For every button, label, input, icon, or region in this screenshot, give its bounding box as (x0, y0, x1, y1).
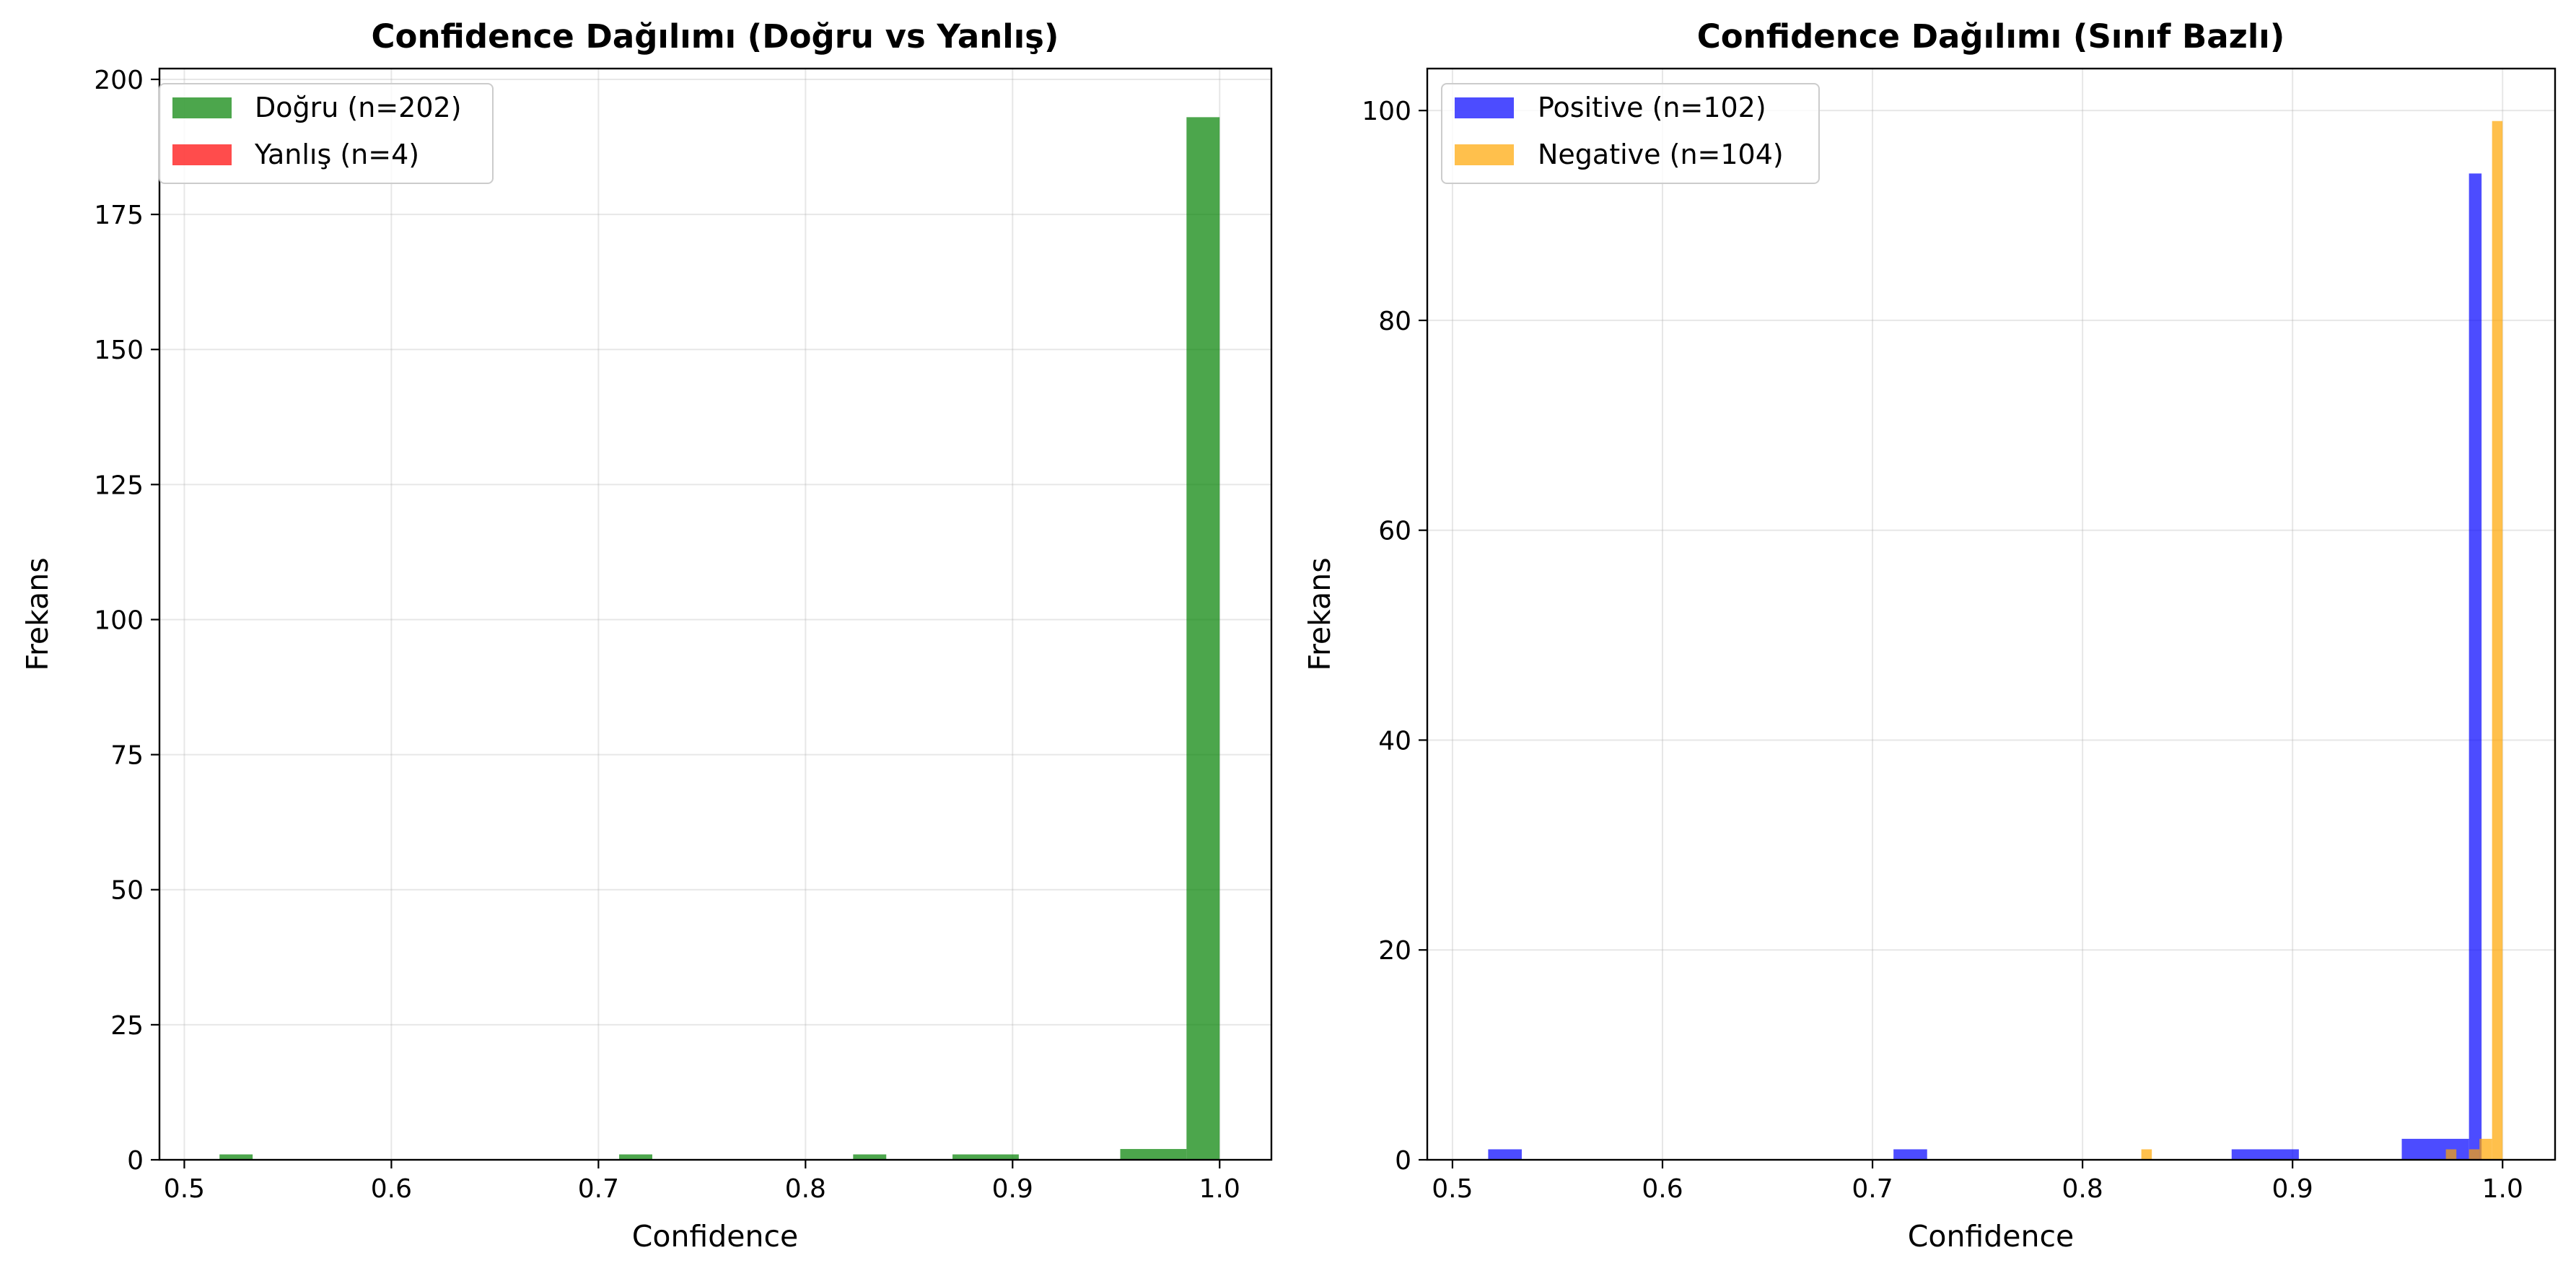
left-chart-title: Confidence Dağılımı (Doğru vs Yanlış) (372, 17, 1059, 56)
right-x-tick-label: 0.7 (1852, 1174, 1893, 1204)
right-legend-label-negative: Negative (n=104) (1538, 139, 1784, 170)
left-y-tick-label: 0 (127, 1146, 144, 1176)
right-y-axis-label: Frekans (1302, 557, 1337, 670)
right-bar-negative (2468, 1149, 2480, 1160)
right-legend-box (1441, 83, 1820, 184)
left-axes-frame (158, 67, 1273, 1161)
left-x-tick-label: 0.7 (578, 1174, 619, 1204)
right-x-tick-label: 0.6 (1642, 1174, 1683, 1204)
right-y-tick-label: 60 (1378, 517, 1411, 546)
right-legend-swatch-positive (1455, 97, 1514, 118)
left-legend-swatch-yanlış (172, 144, 232, 165)
left-grid (159, 69, 1271, 1161)
left-y-tick-label: 25 (110, 1011, 144, 1041)
left-bar-doğru (219, 1154, 253, 1160)
right-y-tick-label: 100 (1362, 97, 1411, 126)
left-y-tick-label: 75 (110, 741, 144, 771)
right-legend: Positive (n=102) Negative (n=104) (1441, 83, 1820, 184)
right-x-tick-label: 0.5 (1432, 1174, 1473, 1204)
left-x-tick-label: 0.6 (371, 1174, 412, 1204)
left-x-tick-label: 1.0 (1199, 1174, 1240, 1204)
right-bar-negative (2479, 1138, 2492, 1160)
left-y-ticks: 0 25 50 75 100 125 150 175 200 (94, 66, 159, 1176)
left-bar-doğru (1120, 1149, 1187, 1160)
right-bar-negative (2141, 1149, 2152, 1160)
right-legend-swatch-negative (1455, 144, 1514, 165)
left-x-tick-label: 0.8 (785, 1174, 826, 1204)
left-bars (219, 117, 1220, 1160)
left-x-ticks: 0.5 0.6 0.7 0.8 0.9 1.0 (164, 1160, 1240, 1204)
left-y-tick-label: 125 (94, 471, 144, 500)
right-y-tick-label: 0 (1395, 1146, 1411, 1176)
chart-doğru-vs-yanlış: 0.5 0.6 0.7 0.8 0.9 1.0 0 25 50 75 100 125 150 175 20… (20, 17, 1273, 1254)
left-legend-swatch-doğru (172, 97, 232, 118)
right-bar-positive (1893, 1149, 1927, 1160)
right-bar-positive (2401, 1138, 2469, 1160)
left-y-tick-label: 200 (94, 66, 144, 95)
right-x-tick-label: 1.0 (2482, 1174, 2523, 1204)
chart-sınıf-bazlı: 0.5 0.6 0.7 0.8 0.9 1.0 0 20 40 60 80 100 Confiden… (1302, 17, 2557, 1254)
left-legend: Doğru (n=202) Yanlış (n=4) (159, 83, 494, 184)
left-y-tick-label: 50 (110, 876, 144, 906)
right-bar-positive (1488, 1149, 1522, 1160)
right-bar-positive (2468, 173, 2482, 1160)
right-x-ticks: 0.5 0.6 0.7 0.8 0.9 1.0 (1432, 1160, 2523, 1204)
left-legend-label-doğru: Doğru (n=202) (255, 92, 462, 123)
left-y-tick-label: 100 (94, 606, 144, 635)
left-bar-doğru (1186, 117, 1220, 1160)
right-axes-frame (1426, 67, 2557, 1161)
right-chart-title: Confidence Dağılımı (Sınıf Bazlı) (1697, 17, 2285, 56)
left-x-axis-label: Confidence (632, 1219, 799, 1254)
left-y-tick-label: 175 (94, 201, 144, 230)
right-grid (1427, 69, 2555, 1161)
left-x-tick-label: 0.5 (164, 1174, 205, 1204)
right-y-tick-label: 20 (1378, 936, 1411, 966)
right-y-ticks: 0 20 40 60 80 100 (1362, 97, 1427, 1176)
left-bar-doğru (853, 1154, 887, 1160)
right-bar-negative (2492, 121, 2503, 1161)
right-x-tick-label: 0.8 (2062, 1174, 2103, 1204)
right-legend-label-positive: Positive (n=102) (1538, 92, 1766, 123)
left-x-tick-label: 0.9 (992, 1174, 1033, 1204)
left-bar-doğru (952, 1154, 1019, 1160)
right-y-tick-label: 80 (1378, 307, 1411, 336)
right-y-tick-label: 40 (1378, 726, 1411, 756)
left-legend-label-yanlış: Yanlış (n=4) (254, 139, 419, 170)
right-bar-positive (2231, 1149, 2299, 1160)
left-y-axis-label: Frekans (20, 557, 55, 670)
right-bar-negative (2445, 1149, 2457, 1160)
right-x-axis-label: Confidence (1908, 1219, 2075, 1254)
right-x-tick-label: 0.9 (2272, 1174, 2313, 1204)
left-y-tick-label: 150 (94, 336, 144, 365)
right-bars (1488, 121, 2503, 1161)
left-bar-doğru (619, 1154, 652, 1160)
left-legend-box (159, 83, 494, 184)
